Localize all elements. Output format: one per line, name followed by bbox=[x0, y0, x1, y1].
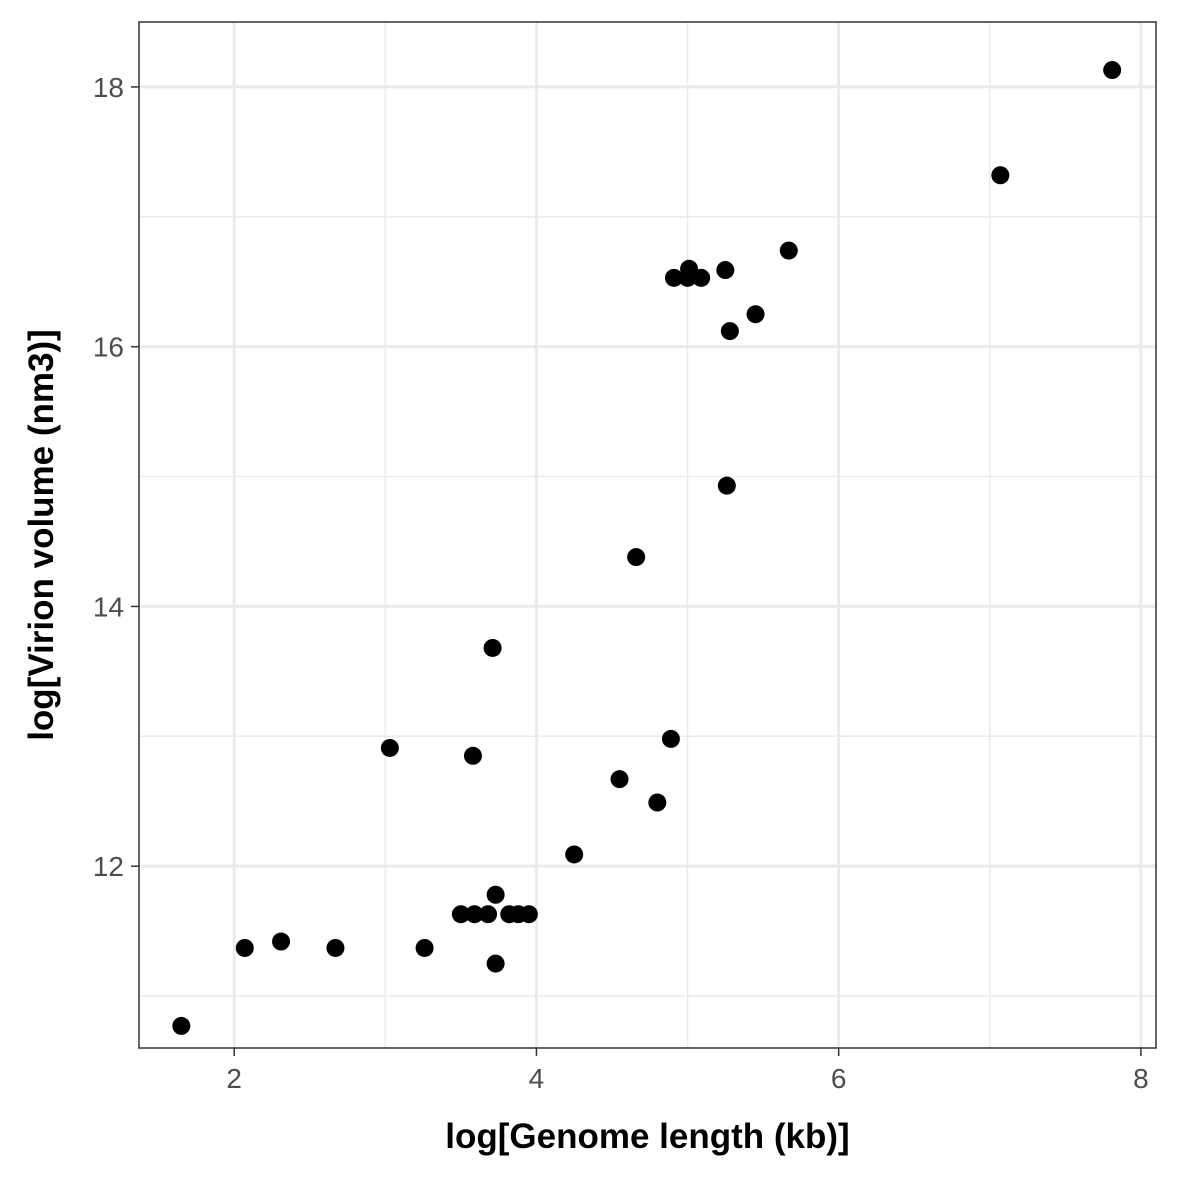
data-point bbox=[463, 746, 482, 765]
data-point bbox=[716, 261, 735, 280]
x-tick-label: 6 bbox=[831, 1063, 847, 1094]
data-point bbox=[172, 1016, 191, 1035]
y-axis-ticks: 12 14 16 18 bbox=[93, 72, 139, 882]
data-point bbox=[465, 905, 484, 924]
x-tick-label: 8 bbox=[1133, 1063, 1149, 1094]
data-point bbox=[661, 729, 680, 748]
data-point bbox=[380, 738, 399, 757]
minor-gridlines bbox=[139, 22, 1156, 1048]
panel-background bbox=[139, 22, 1156, 1048]
data-point bbox=[519, 905, 538, 924]
data-point bbox=[627, 548, 646, 567]
data-point bbox=[779, 241, 798, 260]
data-point bbox=[235, 938, 254, 957]
data-point bbox=[486, 885, 505, 904]
data-point bbox=[610, 770, 629, 789]
data-point bbox=[692, 268, 711, 287]
x-axis-title: log[Genome length (kb)] bbox=[445, 1117, 849, 1156]
data-point bbox=[720, 322, 739, 341]
data-point bbox=[479, 905, 498, 924]
major-gridlines bbox=[139, 22, 1156, 1048]
data-point bbox=[415, 938, 434, 957]
data-point bbox=[746, 305, 765, 324]
data-point bbox=[991, 166, 1010, 185]
x-axis-ticks: 2 4 6 8 bbox=[226, 1048, 1149, 1094]
y-tick-label: 18 bbox=[93, 72, 124, 103]
x-tick-label: 4 bbox=[529, 1063, 545, 1094]
data-point bbox=[648, 793, 667, 812]
data-point bbox=[486, 954, 505, 973]
data-point bbox=[717, 476, 736, 495]
data-point bbox=[1103, 61, 1122, 80]
y-tick-label: 12 bbox=[93, 851, 124, 882]
data-point bbox=[565, 845, 584, 864]
data-point bbox=[664, 268, 683, 287]
data-point bbox=[483, 638, 502, 657]
data-point bbox=[272, 932, 291, 951]
panel-border bbox=[138, 21, 1157, 1049]
x-tick-label: 2 bbox=[226, 1063, 242, 1094]
y-tick-label: 16 bbox=[93, 332, 124, 363]
data-point bbox=[326, 938, 345, 957]
data-point bbox=[451, 905, 470, 924]
y-tick-label: 14 bbox=[93, 591, 124, 622]
data-points bbox=[172, 61, 1122, 1035]
y-axis-title: log[Virion volume (nm3)] bbox=[22, 329, 61, 741]
